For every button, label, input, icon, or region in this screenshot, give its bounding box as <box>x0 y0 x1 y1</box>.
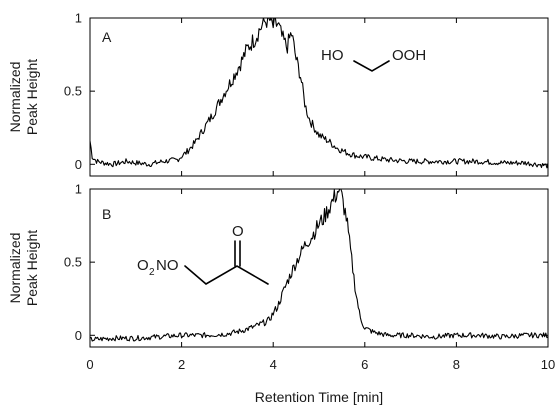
mol-b-carbonyl-o-label: O <box>232 223 244 240</box>
hydroxyacetone-nitrate-structure: O 2 NO O <box>137 223 269 285</box>
panel-b-axes-box <box>89 188 549 348</box>
panel-b-ylabel-line1: Normalized <box>7 233 23 304</box>
panel-a-xticks <box>89 18 549 176</box>
mol-b-carbonyl-double-bond <box>234 240 241 267</box>
mol-b-o-label: O <box>137 257 149 274</box>
panel-a-letter: A <box>102 29 112 45</box>
mol-a-bonds <box>353 60 390 72</box>
x-tick-label: 2 <box>178 357 185 372</box>
y-tick-label: 0 <box>75 157 82 172</box>
y-tick-label: 1 <box>75 182 82 197</box>
panel-a-yticks: 00.51 <box>64 11 548 172</box>
panel-b-yticks: 00.51 <box>64 182 548 343</box>
panel-b-ylabel-line2: Peak Height <box>24 230 40 306</box>
mol-a-ho-label: HO <box>321 47 344 64</box>
x-axis-title: Retention Time [min] <box>255 389 383 405</box>
panel-b-letter: B <box>102 206 111 222</box>
x-tick-label: 8 <box>453 357 460 372</box>
x-tick-label: 10 <box>541 357 555 372</box>
y-tick-label: 1 <box>75 11 82 26</box>
mol-b-subscript-2: 2 <box>149 267 155 278</box>
y-tick-label: 0 <box>75 328 82 343</box>
mol-b-bonds <box>184 265 269 285</box>
panel-a-ylabel-line2: Peak Height <box>24 59 40 135</box>
panel-b-series-line <box>89 188 549 342</box>
panel-a-ylabel-line1: Normalized <box>7 62 23 133</box>
x-tick-label: 0 <box>86 357 93 372</box>
panel-a-series-line <box>89 17 549 169</box>
panel-b: B Normalized Peak Height 00.51 0 2 4 6 8 10 R… <box>7 182 555 406</box>
x-tick-label: 4 <box>270 357 277 372</box>
panel-a: A Normalized Peak Height 00.51 HO OOH <box>7 11 549 177</box>
y-tick-label: 0.5 <box>64 255 82 270</box>
mol-b-no-label: NO <box>156 257 179 274</box>
panel-a-axes-box <box>89 17 549 177</box>
panel-b-xticks: 0 2 4 6 8 10 <box>86 189 555 372</box>
mol-a-ooh-label: OOH <box>392 47 426 64</box>
y-tick-label: 0.5 <box>64 84 82 99</box>
glycolaldehyde-hydroperoxide-structure: HO OOH <box>321 47 426 72</box>
x-tick-label: 6 <box>361 357 368 372</box>
